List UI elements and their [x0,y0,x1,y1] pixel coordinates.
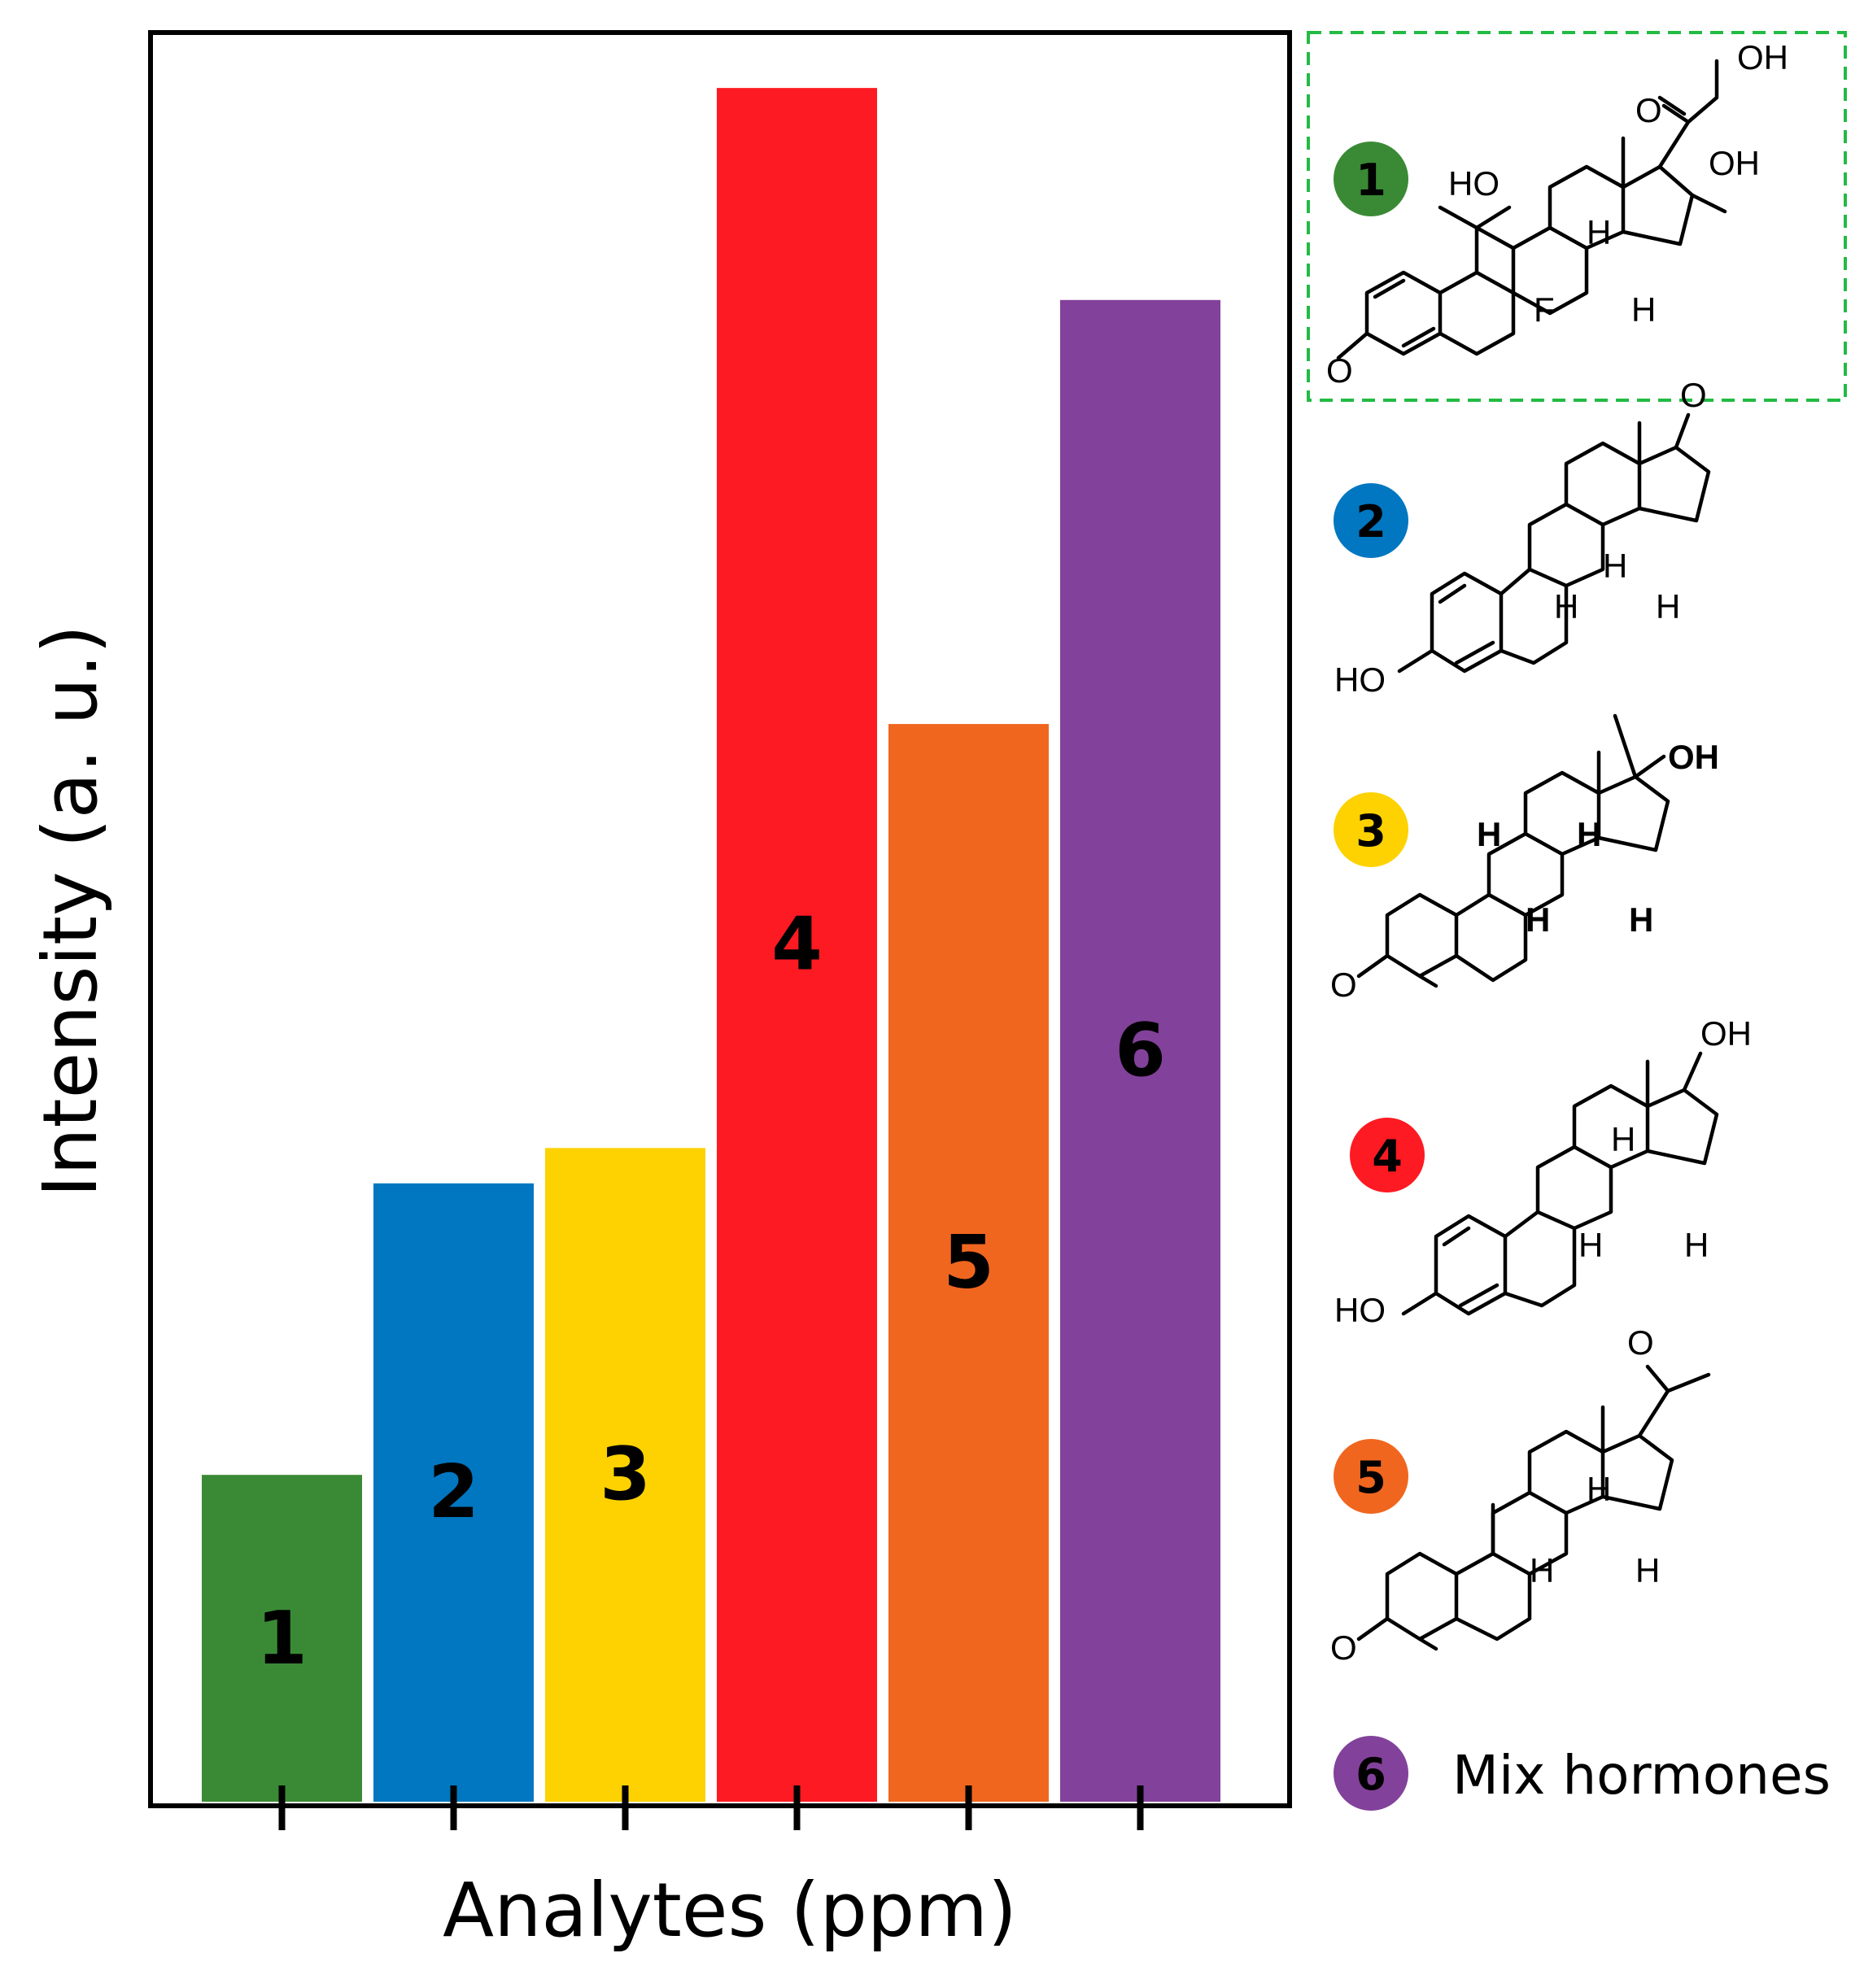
s4-oh: OH [1700,1014,1752,1053]
legend-item-3: 3 [1334,792,1408,867]
badge-4 [1350,1118,1425,1192]
legend: 1 2 3 4 5 6 Mix hormones [1334,142,1831,1811]
legend-item-4: 4 [1350,1118,1425,1192]
bar-6 [1060,299,1220,1802]
badge-5-number: 5 [1355,1452,1386,1503]
s4-h1: H [1611,1120,1635,1158]
s5-o1: O [1627,1323,1654,1362]
s3-oh: OH [1668,738,1719,776]
bars-group [202,88,1220,1803]
s3-h3: H [1526,900,1550,939]
s2-h2: H [1554,587,1578,626]
structure-2: O H H H HO [1334,376,1711,699]
bar-label-6: 6 [1115,1008,1166,1093]
s1-o2: O [1326,351,1353,390]
badge-5 [1334,1439,1408,1514]
mix-hormones-label: Mix hormones [1452,1744,1831,1807]
ticks-group [278,1785,1144,1830]
highlight-box [1307,31,1847,402]
s1-ho: HO [1448,164,1499,203]
bar-labels-group: 1 2 3 4 5 6 [256,902,1166,1681]
bar-5 [888,724,1049,1802]
badge-3 [1334,792,1408,867]
bar-label-3: 3 [600,1432,651,1517]
s1-h: H [1587,213,1611,251]
bar-2 [373,1183,534,1802]
s1-o: O [1635,91,1662,129]
s2-h3: H [1656,587,1680,626]
structure-1: OH O OH HO H F H O [1326,38,1788,390]
s1-f: F [1534,290,1555,329]
s4-h2: H [1578,1226,1603,1264]
x-axis-label: Analytes (ppm) [443,1867,1017,1954]
s5-h1: H [1587,1470,1611,1508]
s5-h2: H [1530,1551,1554,1589]
legend-item-6: 6 Mix hormones [1334,1736,1831,1811]
bar-label-5: 5 [943,1220,994,1306]
bar-1 [202,1475,362,1802]
s5-h3: H [1635,1551,1660,1589]
bar-label-4: 4 [771,902,823,987]
badge-6-number: 6 [1355,1749,1386,1800]
structure-3: OH H H H H O [1330,713,1719,1004]
badge-2 [1334,483,1408,558]
badge-1 [1334,142,1408,216]
s1-oh-top: OH [1737,38,1788,76]
bar-label-1: 1 [256,1596,308,1681]
s3-h1: H [1477,815,1501,853]
legend-item-2: 2 [1334,483,1408,558]
s3-h4: H [1629,900,1653,939]
badge-2-number: 2 [1355,496,1386,547]
plot-frame [148,30,1292,1808]
badge-4-number: 4 [1372,1131,1403,1182]
badge-3-number: 3 [1355,805,1386,857]
s2-o: O [1680,376,1707,414]
structure-5: O H H H O [1330,1323,1711,1667]
s3-o: O [1330,966,1357,1004]
legend-item-5: 5 [1334,1439,1408,1514]
bar-4 [717,88,877,1803]
s1-oh-right: OH [1709,144,1760,182]
s5-o2: O [1330,1628,1357,1667]
badge-1-number: 1 [1355,155,1386,206]
s3-h2: H [1577,815,1601,853]
s4-ho: HO [1334,1291,1386,1329]
s2-ho: HO [1334,660,1386,699]
y-axis-label: Intensity (a. u.) [27,625,114,1197]
structure-4: OH H H H HO [1334,1014,1752,1329]
legend-item-1: 1 [1334,142,1408,216]
badge-6 [1334,1736,1408,1811]
bar-label-2: 2 [428,1450,479,1535]
s1-h2: H [1631,290,1656,329]
bar-3 [545,1148,705,1802]
s4-h3: H [1684,1226,1709,1264]
s2-h1: H [1603,547,1627,585]
